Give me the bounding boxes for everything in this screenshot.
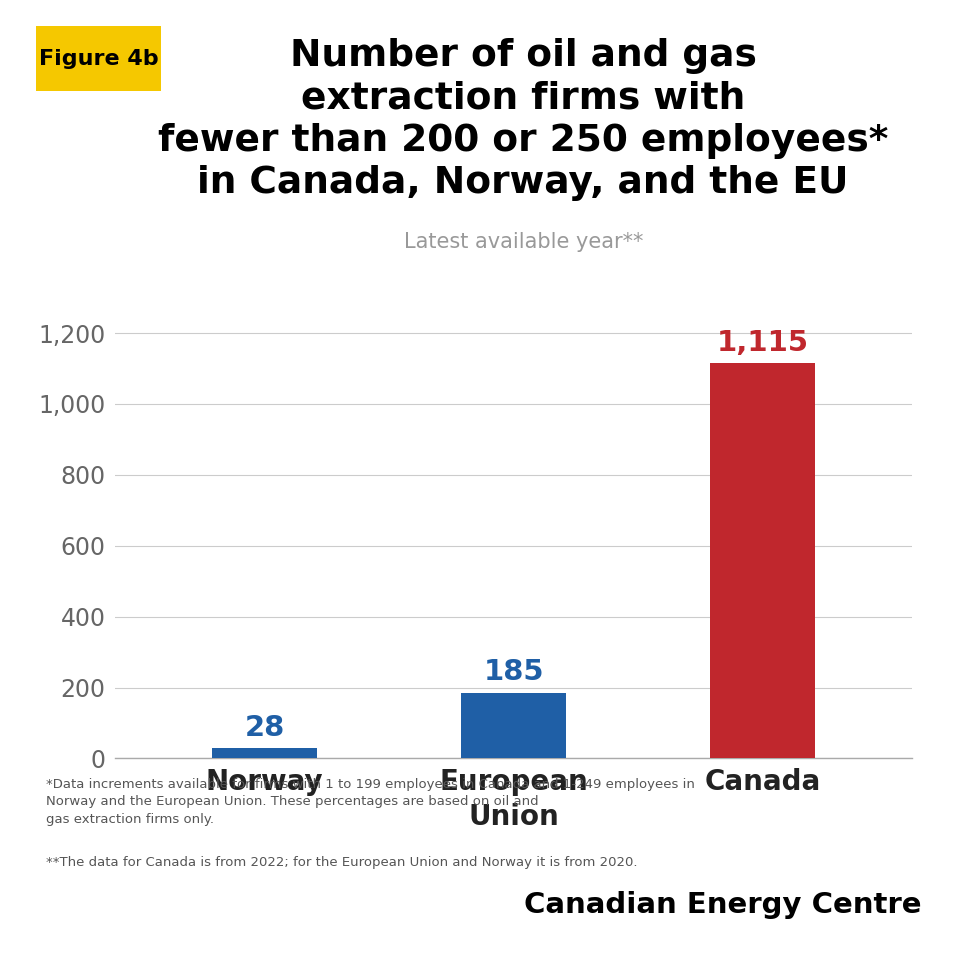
Text: *Data increments available for firms with 1 to 199 employees in Canada and 1-249: *Data increments available for firms wit… bbox=[46, 778, 695, 826]
Bar bbox=[710, 363, 815, 758]
Text: Figure 4b: Figure 4b bbox=[39, 49, 158, 68]
Text: Number of oil and gas
extraction firms with
fewer than 200 or 250 employees*
in : Number of oil and gas extraction firms w… bbox=[158, 38, 888, 201]
Bar bbox=[212, 749, 317, 758]
Text: 185: 185 bbox=[483, 659, 544, 686]
Text: 28: 28 bbox=[245, 714, 285, 742]
Text: **The data for Canada is from 2022; for the European Union and Norway it is from: **The data for Canada is from 2022; for … bbox=[46, 856, 637, 870]
Text: Latest available year**: Latest available year** bbox=[403, 232, 643, 252]
Bar bbox=[462, 693, 565, 758]
Text: 1,115: 1,115 bbox=[716, 328, 808, 357]
Text: Canadian Energy Centre: Canadian Energy Centre bbox=[524, 891, 922, 919]
